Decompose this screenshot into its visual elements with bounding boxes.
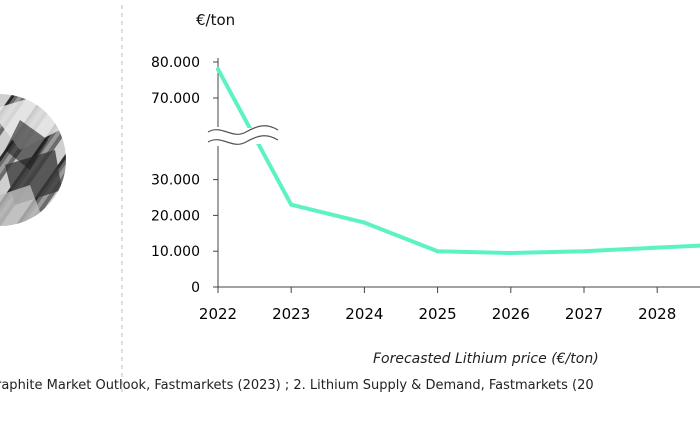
y-ticks: 0 10.000 20.000 30.000 70.000 80.000	[151, 55, 218, 296]
x-tick-label: 2023	[272, 305, 310, 323]
x-ticks: 2022 2023 2024 2025 2026 2027 2028	[199, 287, 676, 323]
y-tick-label: 0	[191, 280, 200, 296]
data-point	[508, 250, 513, 255]
data-point	[582, 249, 586, 254]
data-point	[655, 245, 660, 250]
y-tick-label: 70.000	[151, 91, 200, 107]
x-tick-label: 2024	[345, 305, 383, 323]
y-tick-label: 80.000	[151, 55, 200, 71]
y-tick-label: 10.000	[151, 244, 200, 260]
data-points	[216, 67, 660, 255]
chart-caption: Forecasted Lithium price (€/ton)	[373, 351, 599, 367]
x-tick-label: 2026	[492, 305, 530, 323]
data-point	[435, 249, 440, 254]
footnote-text: raphite Market Outlook, Fastmarkets (202…	[0, 378, 594, 393]
source-footnote: raphite Market Outlook, Fastmarkets (202…	[0, 376, 700, 398]
data-point	[289, 202, 294, 207]
lithium-photo	[0, 94, 66, 226]
x-tick-label: 2022	[199, 305, 237, 323]
y-tick-label: 20.000	[151, 208, 200, 224]
data-point	[216, 67, 220, 72]
x-tick-label: 2025	[419, 305, 457, 323]
data-point	[362, 220, 367, 225]
axis-break-marks	[206, 125, 280, 145]
series-line-lithium-price	[216, 67, 700, 255]
y-tick-label: 30.000	[151, 173, 200, 189]
x-tick-label: 2027	[565, 305, 603, 323]
y-axis-unit-label: €/ton	[196, 11, 235, 29]
x-tick-label: 2028	[638, 305, 676, 323]
